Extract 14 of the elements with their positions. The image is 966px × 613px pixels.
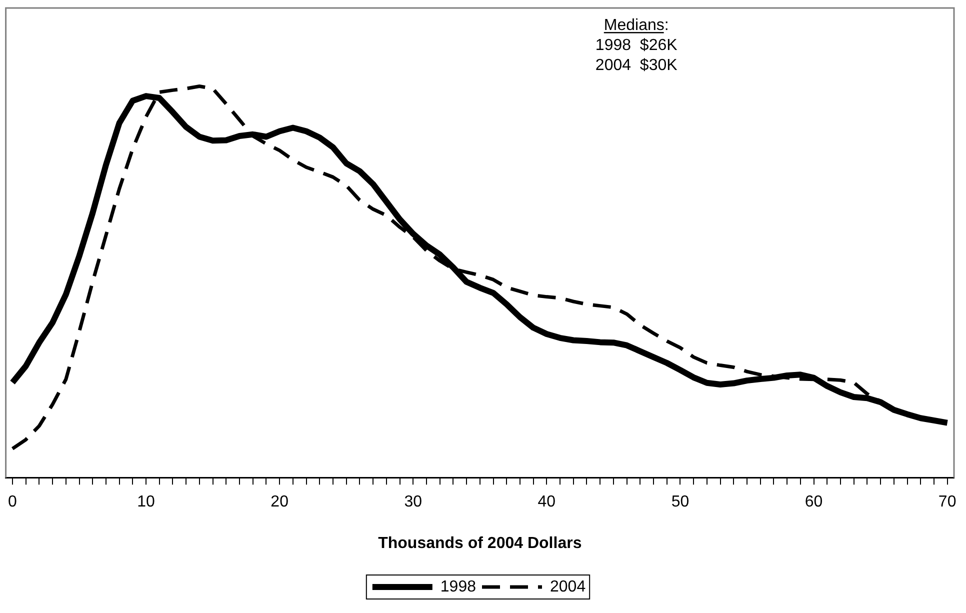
x-axis-title: Thousands of 2004 Dollars [378, 534, 582, 552]
text: 2004 $30K [595, 57, 678, 74]
x-tick-label: 70 [938, 494, 956, 511]
x-tick-label: 30 [404, 494, 422, 511]
text: Medians: [604, 17, 669, 34]
x-tick-label: 50 [671, 494, 690, 511]
x-tick-label: 60 [804, 494, 823, 511]
x-tick-label: 0 [8, 494, 18, 511]
legend-label: 2004 [550, 578, 586, 596]
text: 1998 $26K [595, 37, 678, 54]
x-tick-label: 10 [137, 494, 156, 511]
x-tick-label: 40 [538, 494, 556, 511]
legend-label: 1998 [440, 578, 476, 596]
x-tick-label: 20 [270, 494, 289, 511]
